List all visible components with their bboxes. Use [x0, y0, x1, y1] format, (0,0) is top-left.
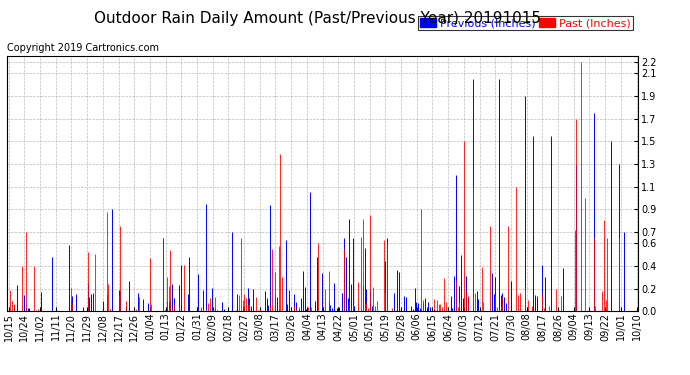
Legend: Previous (Inches), Past (Inches): Previous (Inches), Past (Inches)	[417, 16, 633, 30]
Text: Outdoor Rain Daily Amount (Past/Previous Year) 20191015: Outdoor Rain Daily Amount (Past/Previous…	[94, 11, 541, 26]
Text: Copyright 2019 Cartronics.com: Copyright 2019 Cartronics.com	[7, 43, 159, 53]
